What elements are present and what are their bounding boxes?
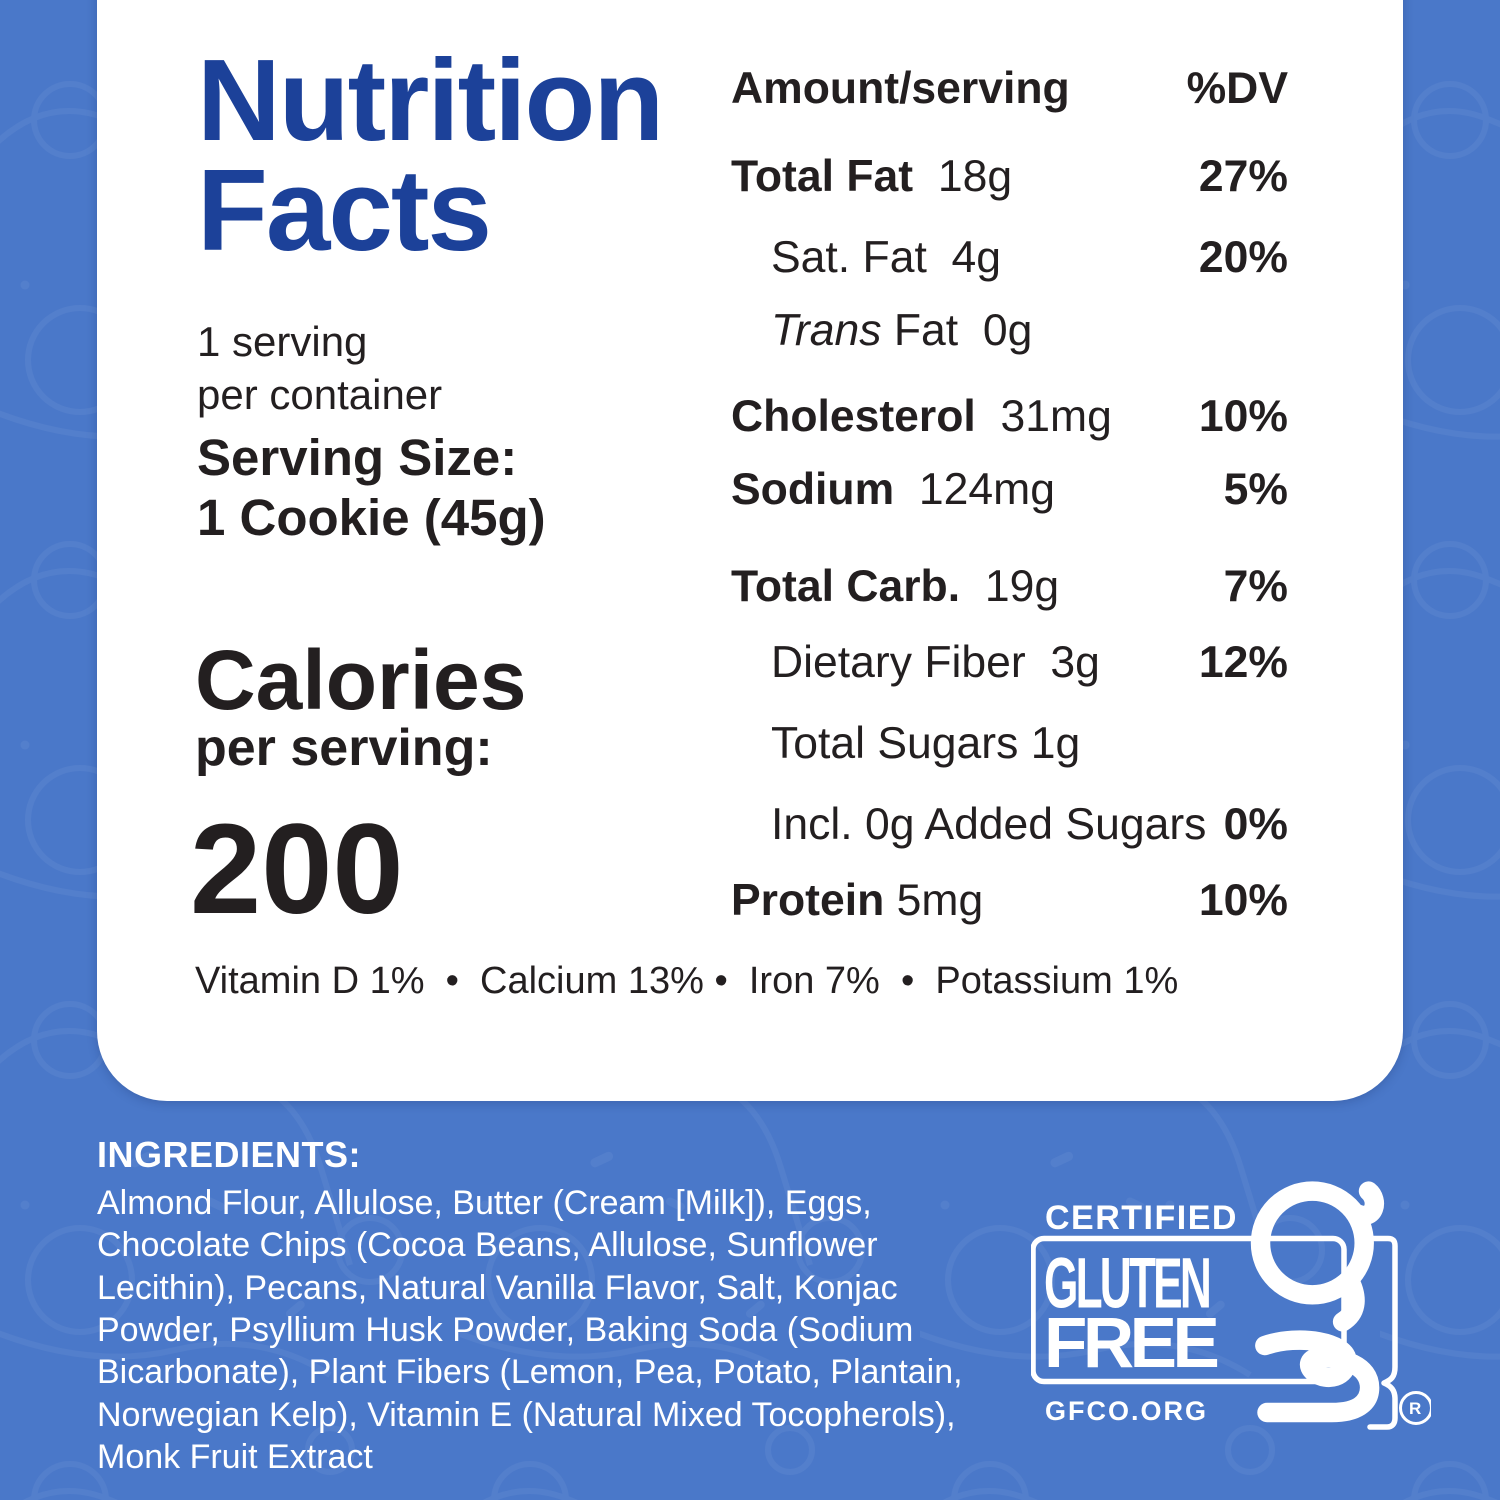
- svg-text:GFCO.ORG: GFCO.ORG: [1045, 1396, 1208, 1426]
- svg-text:FREE: FREE: [1044, 1304, 1218, 1383]
- svg-text:CERTIFIED: CERTIFIED: [1045, 1199, 1238, 1237]
- svg-text:R: R: [1409, 1399, 1421, 1418]
